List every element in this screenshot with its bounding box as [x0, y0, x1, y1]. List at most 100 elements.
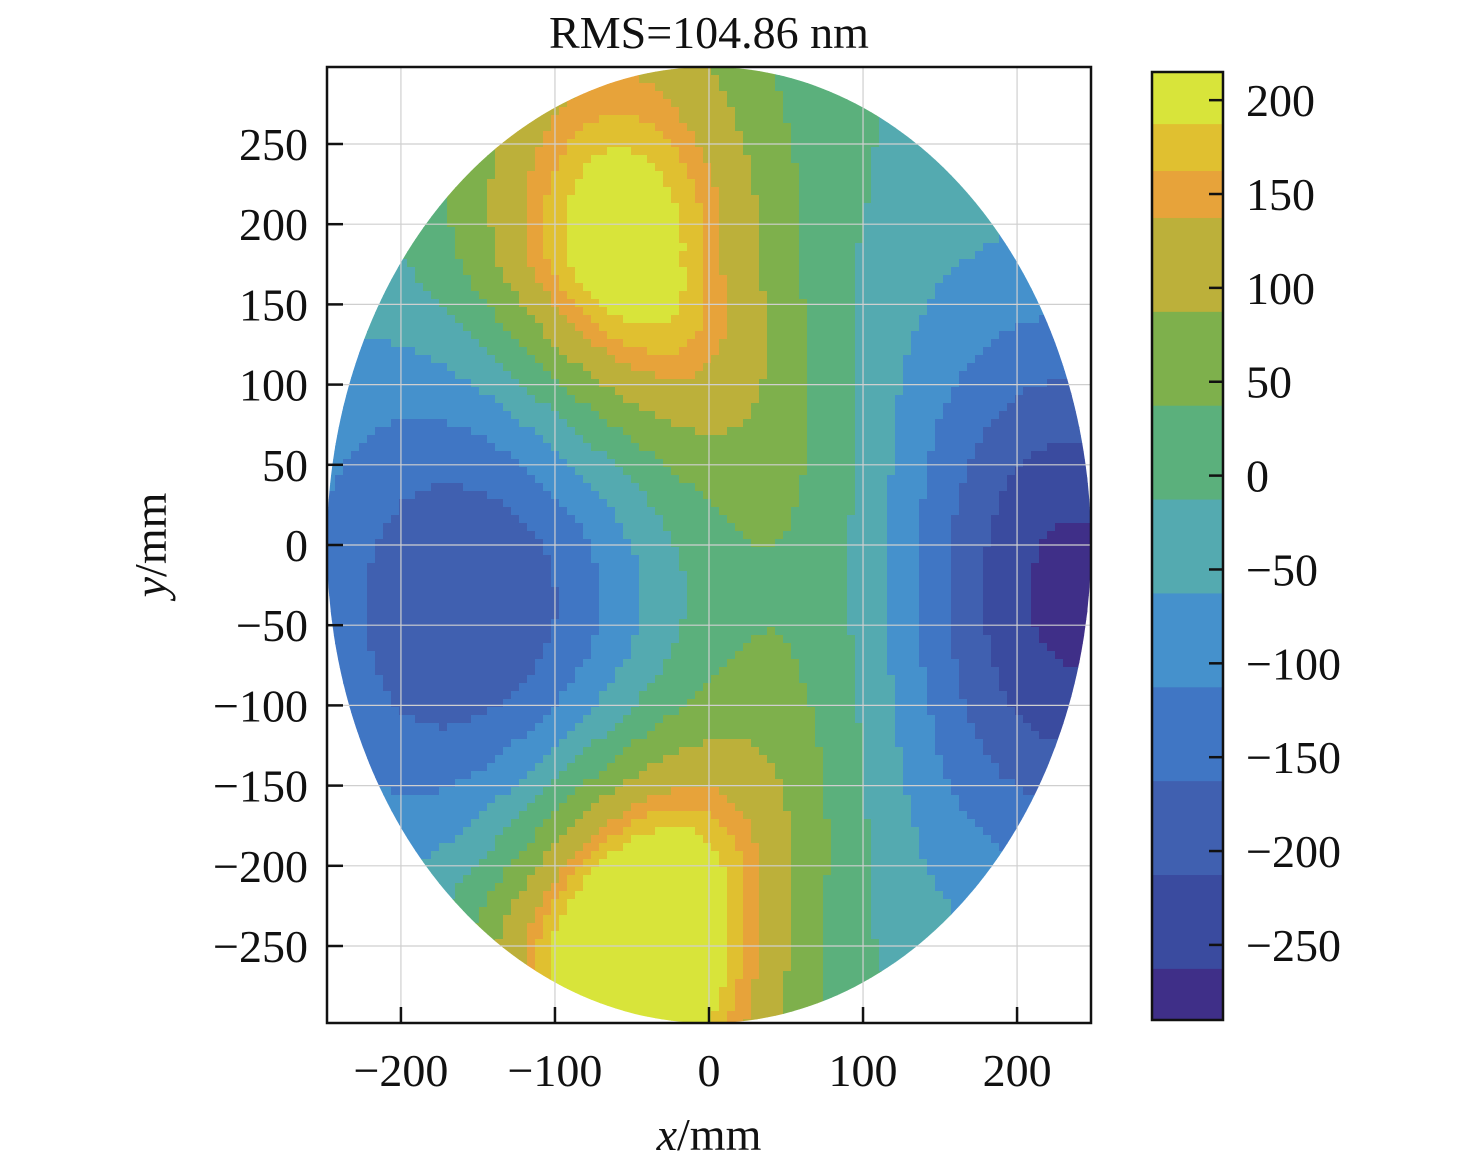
- surface-cell: [655, 235, 664, 244]
- surface-cell: [407, 299, 416, 308]
- surface-cell: [1071, 131, 1080, 140]
- surface-cell: [799, 443, 808, 452]
- surface-cell: [367, 147, 376, 156]
- surface-cell: [535, 115, 544, 124]
- surface-cell: [543, 475, 552, 484]
- surface-cell: [911, 195, 920, 204]
- surface-cell: [591, 75, 600, 84]
- surface-cell: [383, 315, 392, 324]
- surface-cell: [767, 427, 776, 436]
- surface-cell: [527, 179, 536, 188]
- surface-cell: [591, 459, 600, 468]
- surface-cell: [703, 403, 712, 412]
- surface-cell: [1023, 467, 1032, 476]
- surface-cell: [375, 147, 384, 156]
- surface-cell: [815, 115, 824, 124]
- surface-cell: [991, 427, 1000, 436]
- surface-cell: [423, 267, 432, 276]
- surface-cell: [327, 91, 336, 100]
- surface-cell: [1063, 179, 1072, 188]
- surface-cell: [999, 347, 1008, 356]
- surface-cell: [839, 299, 848, 308]
- surface-cell: [479, 331, 488, 340]
- surface-cell: [911, 395, 920, 404]
- surface-cell: [335, 155, 344, 164]
- surface-cell: [719, 147, 728, 156]
- surface-cell: [711, 467, 720, 476]
- surface-cell: [1039, 363, 1048, 372]
- surface-cell: [407, 283, 416, 292]
- surface-cell: [671, 83, 680, 92]
- surface-cell: [703, 387, 712, 396]
- surface-cell: [743, 195, 752, 204]
- surface-cell: [791, 307, 800, 316]
- surface-cell: [943, 107, 952, 116]
- surface-cell: [831, 259, 840, 268]
- surface-cell: [1015, 195, 1024, 204]
- surface-cell: [471, 171, 480, 180]
- surface-cell: [327, 259, 336, 268]
- surface-cell: [343, 251, 352, 260]
- surface-cell: [1055, 323, 1064, 332]
- surface-cell: [1063, 259, 1072, 268]
- surface-cell: [455, 219, 464, 228]
- surface-cell: [743, 411, 752, 420]
- surface-cell: [823, 467, 832, 476]
- surface-cell: [759, 315, 768, 324]
- surface-cell: [959, 323, 968, 332]
- surface-cell: [455, 459, 464, 468]
- surface-cell: [719, 443, 728, 452]
- surface-cell: [343, 363, 352, 372]
- surface-cell: [591, 339, 600, 348]
- surface-cell: [1071, 219, 1080, 228]
- surface-cell: [511, 179, 520, 188]
- surface-cell: [511, 123, 520, 132]
- surface-cell: [887, 171, 896, 180]
- surface-cell: [983, 291, 992, 300]
- surface-cell: [439, 219, 448, 228]
- surface-cell: [335, 331, 344, 340]
- surface-cell: [879, 275, 888, 284]
- surface-cell: [991, 187, 1000, 196]
- surface-cell: [543, 227, 552, 236]
- surface-cell: [759, 219, 768, 228]
- surface-cell: [1047, 299, 1056, 308]
- surface-cell: [431, 99, 440, 108]
- surface-cell: [679, 243, 688, 252]
- surface-cell: [583, 163, 592, 172]
- surface-cell: [1071, 227, 1080, 236]
- surface-cell: [855, 131, 864, 140]
- surface-cell: [439, 187, 448, 196]
- surface-cell: [799, 123, 808, 132]
- surface-cell: [511, 443, 520, 452]
- surface-cell: [495, 91, 504, 100]
- surface-cell: [343, 403, 352, 412]
- surface-cell: [535, 75, 544, 84]
- surface-cell: [463, 443, 472, 452]
- surface-cell: [535, 363, 544, 372]
- surface-cell: [943, 163, 952, 172]
- surface-cell: [951, 235, 960, 244]
- surface-cell: [1007, 331, 1016, 340]
- surface-cell: [711, 171, 720, 180]
- surface-cell: [911, 307, 920, 316]
- surface-cell: [687, 195, 696, 204]
- surface-cell: [439, 451, 448, 460]
- surface-cell: [759, 123, 768, 132]
- surface-cell: [495, 195, 504, 204]
- surface-cell: [1023, 387, 1032, 396]
- surface-cell: [575, 115, 584, 124]
- surface-cell: [711, 379, 720, 388]
- surface-cell: [511, 299, 520, 308]
- surface-cell: [591, 235, 600, 244]
- surface-cell: [903, 107, 912, 116]
- surface-cell: [943, 411, 952, 420]
- surface-cell: [519, 123, 528, 132]
- surface-cell: [335, 307, 344, 316]
- surface-cell: [463, 179, 472, 188]
- surface-cell: [871, 179, 880, 188]
- surface-cell: [871, 91, 880, 100]
- surface-cell: [751, 131, 760, 140]
- surface-cell: [951, 83, 960, 92]
- surface-cell: [1047, 315, 1056, 324]
